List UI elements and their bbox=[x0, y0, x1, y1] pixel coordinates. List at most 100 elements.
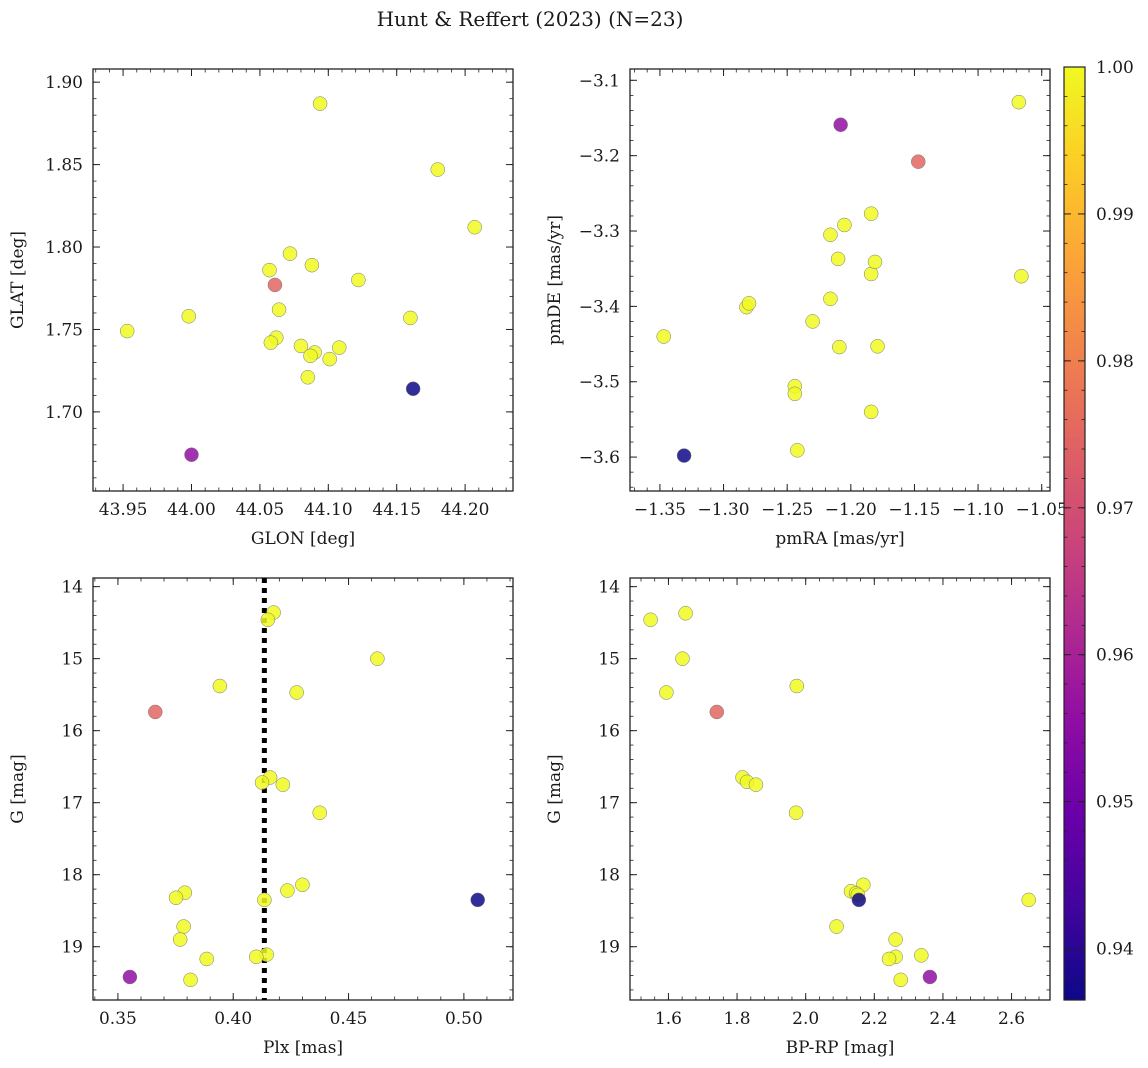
colorbar-tick-label: 0.96 bbox=[1096, 646, 1134, 666]
y-tick-label: 17 bbox=[61, 794, 83, 814]
colorbar-tick-label: 1.00 bbox=[1096, 58, 1134, 78]
x-tick-label: −1.35 bbox=[634, 500, 686, 520]
data-point bbox=[830, 251, 846, 267]
x-tick-label: 0.35 bbox=[99, 1009, 137, 1029]
y-axis-label: pmDE [mas/yr] bbox=[545, 215, 565, 345]
data-point bbox=[881, 951, 897, 967]
data-point bbox=[678, 606, 693, 621]
x-tick-label: 44.00 bbox=[167, 500, 216, 520]
data-point bbox=[867, 254, 883, 270]
data-point bbox=[254, 775, 270, 790]
x-tick-label: 2.0 bbox=[792, 1009, 819, 1029]
x-tick-label: 44.05 bbox=[236, 500, 285, 520]
data-point bbox=[262, 262, 277, 278]
y-tick-label: −3.1 bbox=[579, 71, 620, 91]
y-tick-label: 16 bbox=[598, 722, 620, 742]
y-tick-label: 14 bbox=[61, 578, 83, 598]
x-tick-label: 44.20 bbox=[441, 500, 490, 520]
x-tick-label: −1.20 bbox=[825, 500, 877, 520]
data-point bbox=[184, 447, 199, 462]
colorbar-tick-label: 0.94 bbox=[1096, 940, 1134, 960]
y-tick-label: −3.6 bbox=[579, 448, 620, 468]
x-axis-label: GLON [deg] bbox=[251, 529, 355, 549]
y-tick-label: 17 bbox=[598, 794, 620, 814]
data-point bbox=[119, 323, 135, 339]
y-tick-label: 1.90 bbox=[45, 73, 83, 93]
data-point bbox=[430, 162, 446, 177]
data-point bbox=[275, 777, 291, 792]
data-point bbox=[303, 348, 318, 364]
panel-4: 1.6 1.8 2.0 2.2 2.4 2.6 14 15 16 17 18 19 BP-RP [mag… bbox=[545, 577, 1051, 1058]
colorbar: 0.94 0.95 0.96 0.97 0.98 0.99 1.00 bbox=[1063, 58, 1134, 1001]
data-point bbox=[789, 678, 805, 694]
x-tick-label: −1.25 bbox=[761, 500, 813, 520]
x-axis-label: Plx [mas] bbox=[263, 1038, 343, 1058]
data-point bbox=[676, 448, 692, 463]
data-point bbox=[249, 949, 264, 965]
data-point bbox=[870, 339, 885, 354]
data-point bbox=[911, 154, 926, 169]
axes-frame bbox=[629, 577, 1051, 1001]
panel-2: −1.35 −1.30 −1.25 −1.20 −1.15 −1.10 −1.05 −3.6 −… bbox=[545, 68, 1068, 549]
data-point bbox=[405, 381, 421, 397]
data-point bbox=[199, 951, 214, 967]
axes-frame bbox=[629, 68, 1051, 492]
y-tick-label: 19 bbox=[598, 938, 620, 958]
colorbar-frame bbox=[1063, 66, 1086, 1001]
x-tick-label: −1.10 bbox=[952, 500, 1004, 520]
x-axis-label: BP-RP [mag] bbox=[786, 1038, 895, 1058]
data-point bbox=[1021, 892, 1036, 908]
y-axis-label: G [mag] bbox=[8, 754, 28, 823]
y-tick-label: 19 bbox=[61, 938, 83, 958]
x-axis-label: pmRA [mas/yr] bbox=[775, 529, 904, 549]
colorbar-tick-label: 0.99 bbox=[1096, 205, 1134, 225]
data-point bbox=[863, 404, 879, 420]
data-point bbox=[643, 612, 658, 628]
data-point bbox=[312, 96, 328, 111]
data-point bbox=[1011, 94, 1027, 110]
data-point bbox=[656, 329, 671, 344]
data-point bbox=[837, 217, 852, 233]
data-point bbox=[888, 932, 903, 947]
axes-frame bbox=[92, 577, 514, 1001]
y-tick-label: 15 bbox=[61, 650, 83, 670]
data-point bbox=[470, 892, 485, 908]
data-point bbox=[181, 309, 197, 324]
y-axis-label: GLAT [deg] bbox=[8, 231, 28, 329]
data-point bbox=[709, 704, 725, 720]
y-tick-label: 18 bbox=[598, 866, 620, 886]
figure-title: Hunt & Reffert (2023) (N=23) bbox=[377, 7, 684, 31]
data-point bbox=[300, 370, 316, 385]
data-point bbox=[788, 805, 804, 821]
x-tick-label: −1.30 bbox=[697, 500, 749, 520]
data-point bbox=[1014, 268, 1029, 284]
data-point bbox=[914, 948, 929, 963]
data-point bbox=[304, 257, 320, 273]
data-point bbox=[267, 277, 283, 293]
axes-frame bbox=[92, 68, 514, 492]
x-tick-label: 0.40 bbox=[214, 1009, 252, 1029]
x-tick-label: 44.10 bbox=[304, 500, 353, 520]
data-point bbox=[832, 339, 847, 355]
y-tick-label: 1.75 bbox=[45, 320, 83, 340]
x-tick-label: 1.6 bbox=[655, 1009, 682, 1029]
panel-3: 0.35 0.40 0.45 0.50 14 15 16 17 18 19 Plx [mas] G [… bbox=[8, 577, 514, 1058]
y-tick-label: 15 bbox=[598, 650, 620, 670]
colorbar-tick-label: 0.97 bbox=[1096, 499, 1134, 519]
scatter-panels: 43.95 44.00 44.05 44.10 44.15 44.20 1.70 1.75 1.… bbox=[8, 68, 1068, 1058]
data-point bbox=[148, 704, 163, 720]
data-point bbox=[176, 919, 191, 934]
data-point bbox=[851, 892, 867, 908]
data-point bbox=[370, 651, 385, 666]
colorbar-tick-label: 0.98 bbox=[1096, 352, 1134, 372]
data-point bbox=[168, 890, 184, 905]
y-tick-label: −3.4 bbox=[579, 297, 620, 317]
data-point bbox=[332, 340, 347, 355]
data-point bbox=[675, 651, 690, 666]
data-point bbox=[805, 314, 820, 329]
data-point bbox=[467, 220, 482, 235]
data-point bbox=[351, 272, 366, 288]
data-point bbox=[260, 612, 276, 628]
data-point bbox=[282, 246, 298, 261]
